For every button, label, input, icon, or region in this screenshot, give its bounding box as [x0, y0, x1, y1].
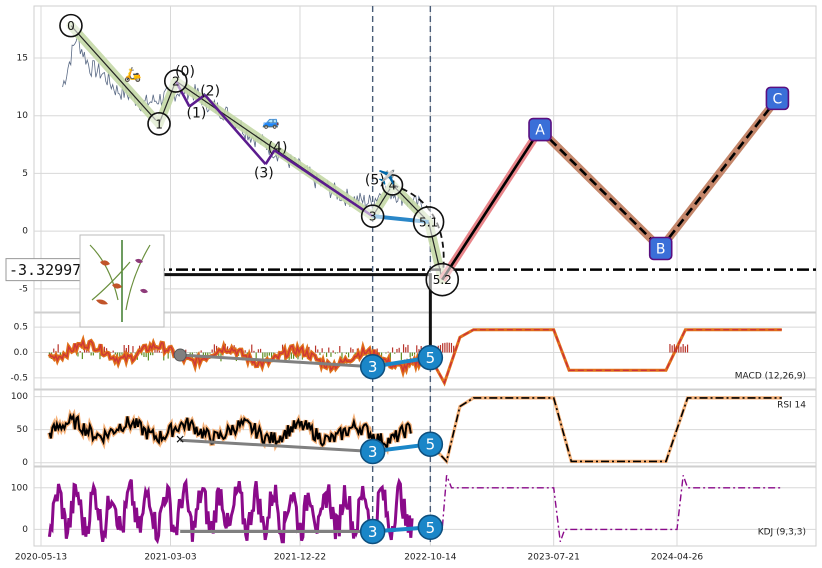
projection-marker-a — [528, 117, 552, 142]
wave-point-label: 3 — [369, 210, 377, 224]
rsi-y-tick-label: 50 — [17, 425, 29, 435]
kdj-line — [47, 477, 414, 545]
projection-label-b: B — [656, 241, 666, 257]
sub-wave-line — [203, 94, 267, 166]
price-y-tick-label: 0 — [22, 227, 28, 237]
macd-wave-marker-label: 5 — [426, 349, 436, 367]
wave-point-circle — [381, 174, 404, 196]
rsi-line — [48, 412, 412, 452]
projection-dashed-line — [539, 128, 662, 250]
car-icon: 🚙 — [262, 114, 279, 130]
rsi-y-tick-label: 100 — [11, 392, 28, 402]
projection-label-c: C — [773, 91, 783, 107]
x-tick-label: 2020-05-13 — [15, 553, 67, 563]
price-label-text: -3.329976 — [9, 261, 90, 279]
kdj-wave-marker-label: 3 — [368, 523, 378, 541]
wave-point-label: 1 — [155, 117, 163, 131]
x-tick-labels: 2020-05-13 2021-03-03 2021-12-22 2022-10-14… — [15, 553, 704, 563]
wave-point-label: 5.2 — [433, 273, 452, 287]
x-tick-label: 2022-10-14 — [404, 553, 457, 563]
rsi-panel-label: RSI 14 — [777, 401, 806, 411]
kdj-panel-label: KDJ (9,3,3) — [758, 528, 806, 538]
sub-wave-label: (0) — [175, 64, 195, 80]
macd-signal-line — [48, 338, 431, 374]
macd-projection-signal — [429, 329, 782, 385]
price-y-tick-label: 5 — [22, 169, 28, 179]
projection-label-a: A — [535, 123, 545, 139]
main-wave-line — [70, 25, 160, 125]
inset-branches — [89, 244, 151, 311]
rsi-y-tick-label: 0 — [22, 458, 28, 468]
wave-point-circle — [412, 206, 445, 238]
wave-point-circle — [59, 13, 83, 38]
kdj-projection-line — [430, 475, 782, 543]
macd-y-tick-label: 0.0 — [14, 348, 29, 358]
projection-dashed-line — [659, 97, 779, 250]
price-y-tick-label: 10 — [17, 111, 29, 121]
wave-point-circle — [147, 111, 171, 136]
wave-point-label: 0 — [67, 19, 75, 33]
macd-panel-label: MACD (12,26,9) — [735, 372, 806, 382]
sub-wave-line — [188, 93, 206, 108]
rsi-wave-marker-3 — [359, 438, 386, 465]
kdj-wave-marker-3 — [359, 518, 386, 545]
macd-wave-marker-label: 3 — [368, 358, 378, 376]
x-tick-label: 2021-03-03 — [144, 553, 196, 563]
macd-wave-marker-3 — [359, 353, 386, 380]
sub-wave-label: (4) — [268, 140, 288, 156]
kdj-wave-marker-5 — [417, 514, 444, 541]
overlay-annotations: A B C 0 1 2 3 4 5.1 5.2 (0) (1) (2) (3) (4) (5) 🛵 🚙 ✈️ 3 5 3 5… — [59, 13, 790, 545]
projection-marker-b — [648, 236, 673, 261]
sub-wave-label: (3) — [254, 165, 274, 181]
rsi-divergence-start: ✕ — [175, 433, 185, 447]
scooter-icon: 🛵 — [124, 66, 142, 83]
price-y-tick-label: 15 — [17, 53, 28, 63]
airplane-icon: ✈️ — [378, 168, 396, 186]
wave-point-circle — [425, 262, 460, 297]
wave-point-label: 2 — [172, 75, 180, 89]
projection-marker-c — [765, 86, 790, 111]
kdj-wave-marker-label: 5 — [426, 519, 436, 537]
macd-divergence-line — [180, 353, 373, 369]
kdj-y-tick-label: 100 — [11, 483, 28, 493]
wave-point-circle — [163, 69, 188, 93]
sub-wave-label: (2) — [200, 83, 220, 99]
rsi-wave-marker-label: 3 — [368, 443, 378, 461]
macd-y-tick-label: -0.5 — [10, 373, 28, 383]
rsi-divergence-line — [180, 438, 373, 453]
sub-wave-label: (1) — [187, 105, 207, 121]
sub-wave-line — [264, 149, 276, 165]
x-tick-label: 2023-07-21 — [528, 553, 580, 563]
sub-wave-line — [273, 149, 374, 218]
macd-y-tick-label: 0.5 — [14, 323, 28, 333]
x-tick-label: 2021-12-22 — [274, 553, 326, 563]
rsi-wave-marker-label: 5 — [426, 436, 436, 454]
price-y-tick-label: -5 — [19, 284, 28, 294]
wave-point-label: 5.1 — [419, 215, 438, 229]
sub-wave-label: (5) — [365, 172, 385, 188]
rsi-wave-marker-5 — [417, 431, 444, 457]
kdj-y-tick-label: 0 — [22, 525, 28, 535]
projection-line — [441, 128, 542, 281]
x-tick-label: 2024-04-26 — [651, 553, 704, 563]
wave-point-label: 4 — [389, 178, 397, 192]
wave-point-circle — [360, 204, 385, 228]
macd-wave-marker-5 — [417, 344, 444, 371]
inset-flowers — [96, 260, 122, 305]
macd-divergence-start — [173, 348, 187, 362]
plant-inset-image — [79, 234, 165, 328]
rsi-projection-line — [429, 397, 782, 464]
